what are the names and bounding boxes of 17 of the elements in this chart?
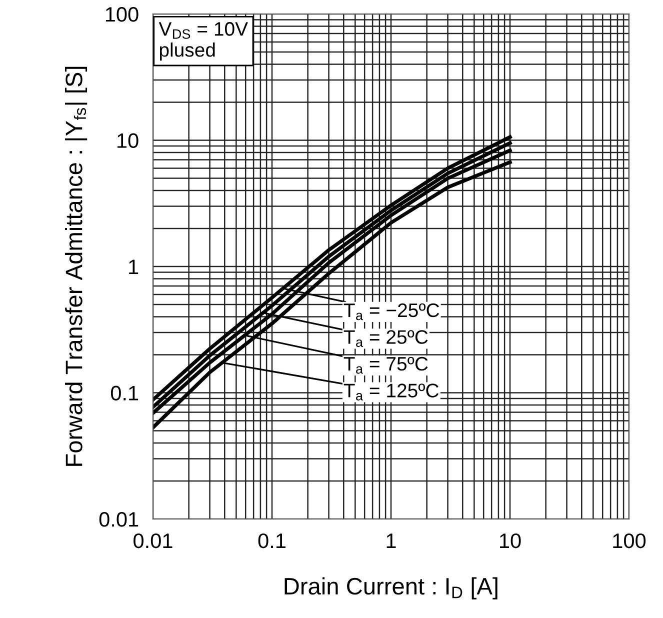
x-tick-label: 0.01 [134,533,172,548]
x-tick-label: 100 [613,533,646,548]
annotation: T$_{a}$ = −25ºC [344,303,440,320]
x-tick-label: 1 [386,534,396,548]
y-axis-title: Forward Transfer Admittance : |Y$_{fs}$| [S] [65,66,88,466]
annotation: T$_{a}$ = 75ºC [344,356,428,374]
annotation: T$_{a}$ = 125ºC [344,384,439,400]
y-tick-label: 100 [106,7,138,22]
annotation: V$_{DS}$ = 10V plused [158,22,248,61]
x-tick-label: 10 [500,533,521,548]
annotation: T$_{a}$ = 25ºC [344,330,428,347]
y-tick-label: 1 [129,260,138,274]
y-tick-label: 0.1 [110,386,138,401]
x-axis-title: Drain Current : I$_{D}$ [A] [284,577,498,600]
x-tick-label: 0.1 [258,533,286,548]
y-tick-label: 10 [118,133,138,148]
y-tick-label: 0.01 [99,512,138,527]
